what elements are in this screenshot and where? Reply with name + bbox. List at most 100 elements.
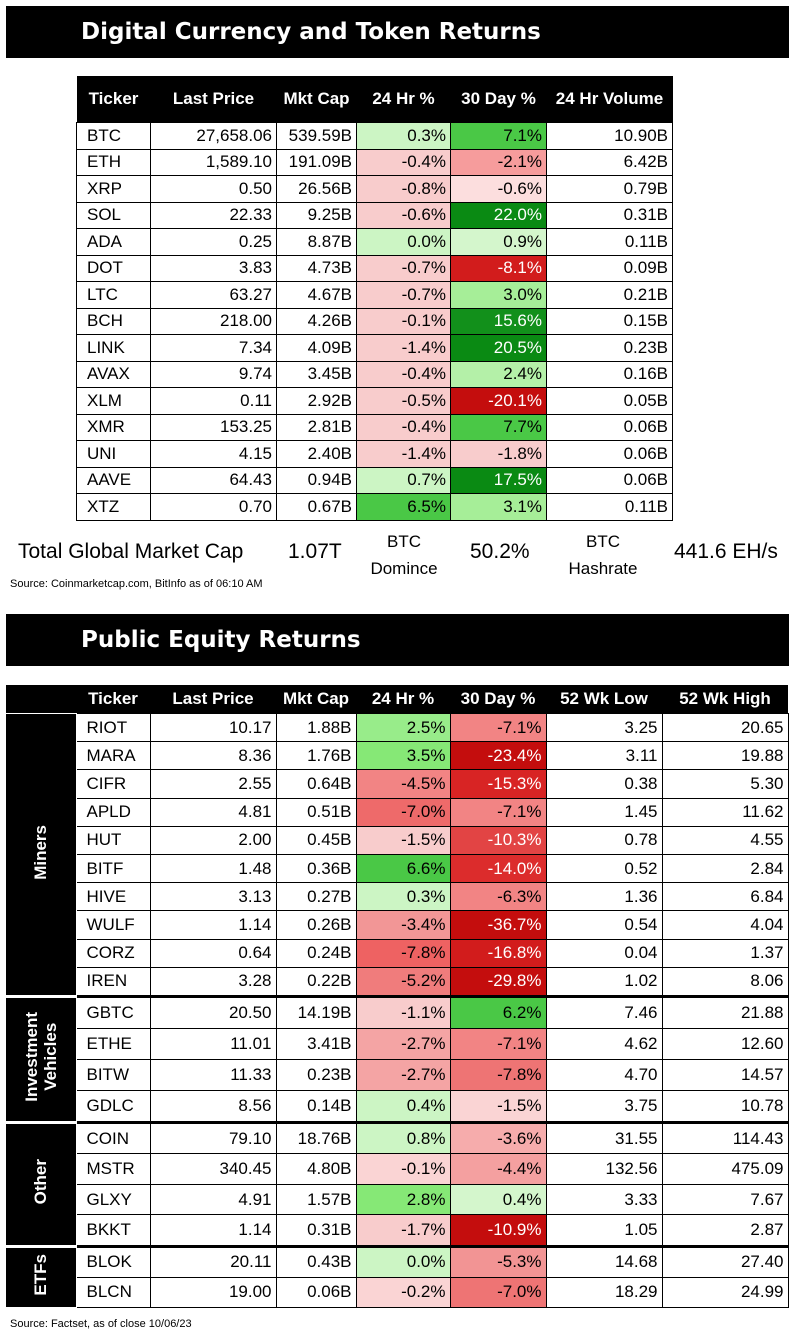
volume-24hr-cell: 0.05B [546,387,673,415]
change-30day-cell: 7.1% [450,122,547,150]
mkt-cap-cell: 2.92B [276,387,357,415]
ticker-cell: XLM [76,387,151,415]
last-price-cell: 11.01 [149,1027,277,1060]
col-header-ticker: Ticker [76,76,151,123]
mkt-cap-cell: 0.26B [275,910,357,940]
last-price-cell: 4.81 [149,797,277,827]
mkt-cap-cell: 26.56B [276,175,357,203]
high-52wk-cell: 24.99 [661,1276,789,1308]
btc-hashrate-label: BTC Hashrate [562,528,644,582]
last-price-cell: 3.13 [149,882,277,912]
col-header-24hr: 24 Hr % [356,685,450,714]
ticker-cell: WULF [75,910,151,940]
change-30day-cell: 3.1% [450,493,547,521]
change-24hr-cell: -1.7% [355,1214,451,1247]
change-30day-cell: -7.8% [449,1058,547,1091]
table-row: XLM 0.11 2.92B -0.5% -20.1% 0.05B [76,387,673,415]
change-30day-cell: 22.0% [450,201,547,229]
change-30day-cell: -3.6% [449,1120,547,1155]
table-row: BCH 218.00 4.26B -0.1% 15.6% 0.15B [76,307,673,335]
mkt-cap-cell: 539.59B [276,122,357,150]
btc-hashrate-label-line2: Hashrate [568,559,638,578]
high-52wk-cell: 2.84 [661,853,789,884]
change-30day-cell: -15.3% [449,769,547,799]
last-price-cell: 1.14 [149,1214,277,1247]
table-row: BLCN 19.00 0.06B -0.2% -7.0% 18.29 24.99 [6,1276,789,1308]
high-52wk-cell: 475.09 [661,1153,789,1185]
ticker-cell: HIVE [75,882,151,912]
volume-24hr-cell: 10.90B [546,122,673,150]
last-price-cell: 10.17 [149,712,277,743]
low-52wk-cell: 31.55 [545,1120,663,1155]
group-label-line2: Vehicles [40,1022,60,1091]
change-24hr-cell: -1.4% [356,440,451,468]
btc-hashrate-value: 441.6 EH/s [674,540,778,563]
ticker-cell: AVAX [76,360,151,388]
change-24hr-cell: 0.4% [355,1089,451,1123]
change-30day-cell: 0.9% [450,228,547,256]
table-row: DOT 3.83 4.73B -0.7% -8.1% 0.09B [76,254,673,282]
change-24hr-cell: -0.4% [356,148,451,176]
mkt-cap-cell: 0.31B [275,1214,357,1247]
change-30day-cell: -29.8% [449,966,547,997]
last-price-cell: 3.28 [149,966,277,997]
ticker-cell: BLCN [75,1276,151,1308]
mkt-cap-cell: 0.27B [275,882,357,912]
high-52wk-cell: 1.37 [661,938,789,968]
volume-24hr-cell: 0.11B [546,493,673,521]
change-24hr-cell: -0.5% [356,387,451,415]
ticker-cell: XRP [76,175,151,203]
last-price-cell: 9.74 [150,360,277,388]
ticker-cell: BITW [75,1058,151,1091]
ticker-cell: COIN [75,1120,151,1155]
crypto-section-title: Digital Currency and Token Returns [6,6,789,58]
low-52wk-cell: 4.62 [545,1027,663,1060]
table-row: ADA 0.25 8.87B 0.0% 0.9% 0.11B [76,228,673,256]
col-header-24hr: 24 Hr % [356,76,451,123]
change-24hr-cell: 0.8% [355,1120,451,1155]
table-row: CORZ 0.64 0.24B -7.8% -16.8% 0.04 1.37 [6,938,789,968]
volume-24hr-cell: 6.42B [546,148,673,176]
group-label-line1: Investment [21,1012,41,1102]
table-row: GLXY 4.91 1.57B 2.8% 0.4% 3.33 7.67 [6,1183,789,1216]
change-30day-cell: -10.3% [449,825,547,855]
change-30day-cell: -23.4% [449,741,547,771]
group-label: ETFs [31,1254,51,1296]
ticker-cell: BKKT [75,1214,151,1247]
mkt-cap-cell: 4.26B [276,307,357,335]
change-30day-cell: 15.6% [450,307,547,335]
change-30day-cell: -2.1% [450,148,547,176]
low-52wk-cell: 3.11 [545,741,663,771]
equity-source-note: Source: Factset, as of close 10/06/23 [10,1318,192,1330]
change-30day-cell: -5.3% [449,1244,547,1278]
change-30day-cell: 3.0% [450,281,547,309]
mkt-cap-cell: 0.22B [275,966,357,997]
low-52wk-cell: 3.25 [545,712,663,743]
ticker-cell: BITF [75,853,151,884]
low-52wk-cell: 1.36 [545,882,663,912]
high-52wk-cell: 7.67 [661,1183,789,1216]
ticker-cell: BLOK [75,1244,151,1278]
last-price-cell: 340.45 [149,1153,277,1185]
last-price-cell: 4.15 [150,440,277,468]
change-30day-cell: -14.0% [449,853,547,884]
ticker-cell: ADA [76,228,151,256]
ticker-cell: XTZ [76,493,151,521]
change-30day-cell: -4.4% [449,1153,547,1185]
high-52wk-cell: 4.04 [661,910,789,940]
ticker-cell: GBTC [75,994,151,1029]
volume-24hr-cell: 0.23B [546,334,673,362]
btc-dominance-label-line1: BTC [387,532,421,551]
table-row: BTC 27,658.06 539.59B 0.3% 7.1% 10.90B [76,122,673,150]
high-52wk-cell: 6.84 [661,882,789,912]
ticker-cell: LINK [76,334,151,362]
change-24hr-cell: -2.7% [355,1027,451,1060]
change-24hr-cell: 2.8% [355,1183,451,1216]
ticker-cell: CIFR [75,769,151,799]
ticker-cell: IREN [75,966,151,997]
table-row: BKKT 1.14 0.31B -1.7% -10.9% 1.05 2.87 [6,1214,789,1247]
ticker-cell: UNI [76,440,151,468]
table-row: IREN 3.28 0.22B -5.2% -29.8% 1.02 8.06 [6,966,789,997]
ticker-cell: APLD [75,797,151,827]
change-24hr-cell: -0.4% [356,413,451,441]
